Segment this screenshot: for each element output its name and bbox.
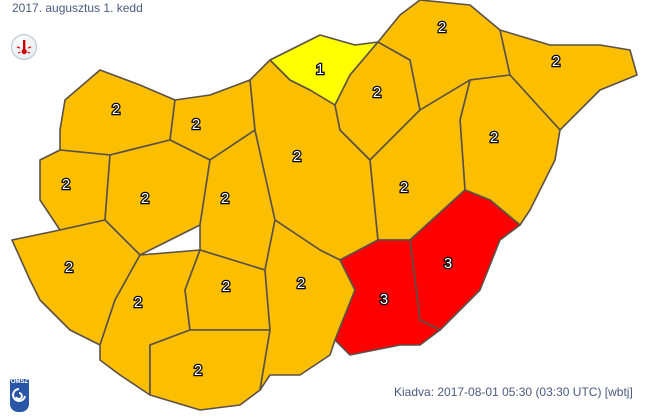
county-csongrad[interactable] [334, 239, 441, 356]
county-baranya[interactable] [149, 329, 271, 411]
thermometer-heat-icon[interactable] [11, 34, 37, 60]
warning-level-label: 2 [552, 53, 560, 70]
warning-level-label: 2 [134, 294, 142, 311]
warning-level-label: 2 [194, 362, 202, 379]
warning-level-label: 3 [380, 291, 388, 308]
warning-level-label: 2 [112, 101, 120, 118]
logo-text: OMSZ [10, 379, 29, 385]
warning-level-label: 2 [141, 190, 149, 207]
county-vas[interactable] [39, 149, 111, 231]
warning-level-label: 2 [221, 190, 229, 207]
warning-level-label: 2 [490, 129, 498, 146]
warning-level-label: 2 [62, 176, 70, 193]
warning-level-label: 2 [400, 179, 408, 196]
warning-level-label: 3 [444, 255, 452, 272]
warning-level-label: 2 [438, 19, 446, 36]
warning-level-label: 2 [293, 148, 301, 165]
warning-level-label: 2 [192, 116, 200, 133]
county-bacs[interactable] [259, 219, 356, 391]
date-label: 2017. augusztus 1. kedd [12, 1, 143, 15]
omsz-logo: OMSZ [10, 379, 29, 412]
issued-timestamp: Kiadva: 2017-08-01 05:30 (03:30 UTC) [wb… [394, 385, 633, 399]
warning-level-label: 2 [222, 278, 230, 295]
warning-level-label: 2 [373, 84, 381, 101]
warning-level-label: 2 [297, 275, 305, 292]
warning-level-label: 2 [65, 259, 73, 276]
warning-level-label: 1 [316, 61, 324, 78]
